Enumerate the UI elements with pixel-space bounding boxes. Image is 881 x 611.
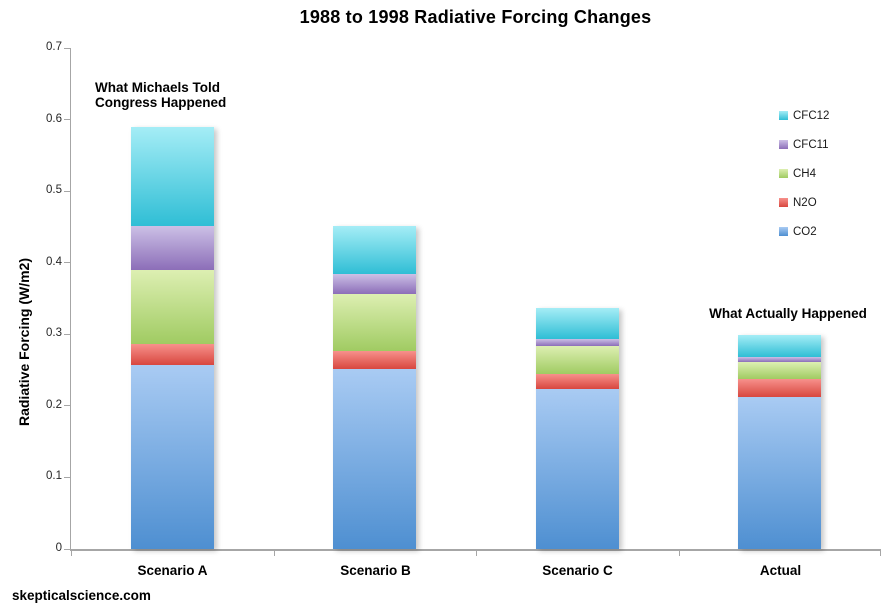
legend-item-n2o: N2O <box>779 188 829 217</box>
annotation-line: Congress Happened <box>95 95 227 110</box>
y-tick-label: 0.7 <box>46 41 62 53</box>
y-tick <box>64 190 71 192</box>
bar-segment-co2 <box>738 396 821 549</box>
legend-marker <box>779 111 788 120</box>
legend-label: CFC12 <box>793 109 830 122</box>
bar-segment-cfc12 <box>131 127 214 226</box>
y-tick-label: 0 <box>55 542 62 554</box>
x-axis-label: Scenario A <box>137 563 208 578</box>
bar-segment-cfc11 <box>536 338 619 346</box>
bar-segment-cfc12 <box>333 225 416 275</box>
legend-label: CO2 <box>793 225 817 238</box>
legend-marker <box>779 140 788 149</box>
annotation-line: What Actually Happened <box>709 306 867 321</box>
y-tick <box>64 548 71 550</box>
annotation-michaels: What Michaels Told Congress Happened <box>95 80 226 110</box>
bar-segment-cfc11 <box>333 274 416 295</box>
chart-title: 1988 to 1998 Radiative Forcing Changes <box>299 7 652 27</box>
y-tick-label: 0.3 <box>46 327 62 340</box>
bar-segment-cfc12 <box>738 335 821 358</box>
y-tick-label: 0.1 <box>46 470 62 483</box>
bar-segment-ch4 <box>536 345 619 375</box>
y-tick <box>64 47 71 49</box>
bar-segment-n2o <box>536 374 619 390</box>
bar-segment-n2o <box>333 350 416 369</box>
bar-segment-ch4 <box>738 361 821 380</box>
bar-scenario-a <box>131 127 214 549</box>
legend-marker <box>779 227 788 236</box>
bar-segment-n2o <box>738 379 821 397</box>
y-tick <box>64 333 71 335</box>
y-tick-label: 0.5 <box>46 184 62 197</box>
bar-segment-co2 <box>333 368 416 549</box>
annotation-actual: What Actually Happened <box>700 306 876 321</box>
x-tick <box>476 549 477 556</box>
bar-segment-n2o <box>131 344 214 366</box>
bar-segment-ch4 <box>131 269 214 345</box>
y-tick <box>64 405 71 407</box>
x-axis-label: Actual <box>759 563 802 578</box>
legend-item-cfc11: CFC11 <box>779 130 829 159</box>
y-tick <box>64 262 71 264</box>
plot-area: 0 0.1 0.2 0.3 0.4 0.5 0.6 0.7 Scenario A Scenario… <box>46 41 881 578</box>
y-tick-label: 0.2 <box>46 398 62 411</box>
x-tick <box>679 549 680 556</box>
legend-item-co2: CO2 <box>779 217 829 246</box>
bar-scenario-b <box>333 225 416 549</box>
legend-item-ch4: CH4 <box>779 159 829 188</box>
y-tick-label: 0.4 <box>46 255 62 268</box>
legend-label: CFC11 <box>793 138 829 151</box>
y-tick-label: 0.6 <box>46 112 62 125</box>
source-credit: skepticalscience.com <box>12 588 151 603</box>
legend-label: N2O <box>793 196 817 209</box>
bar-segment-cfc11 <box>738 357 821 362</box>
x-tick <box>71 549 72 556</box>
bar-segment-co2 <box>536 389 619 549</box>
bar-segment-ch4 <box>333 294 416 351</box>
bar-scenario-c <box>536 307 619 549</box>
legend-marker <box>779 198 788 207</box>
legend-marker <box>779 169 788 178</box>
legend-label: CH4 <box>793 167 817 180</box>
bar-segment-co2 <box>131 365 214 549</box>
x-axis-label: Scenario C <box>542 563 613 578</box>
x-tick <box>274 549 275 556</box>
bar-segment-cfc12 <box>536 307 619 339</box>
bar-segment-cfc11 <box>131 225 214 270</box>
bar-actual <box>738 335 821 549</box>
y-tick <box>64 476 71 478</box>
legend-item-cfc12: CFC12 <box>779 101 829 130</box>
legend: CFC12 CFC11 CH4 N2O CO2 <box>779 101 829 246</box>
annotation-line: What Michaels Told <box>95 80 221 95</box>
y-tick <box>64 119 71 121</box>
x-axis-label: Scenario B <box>340 563 411 578</box>
